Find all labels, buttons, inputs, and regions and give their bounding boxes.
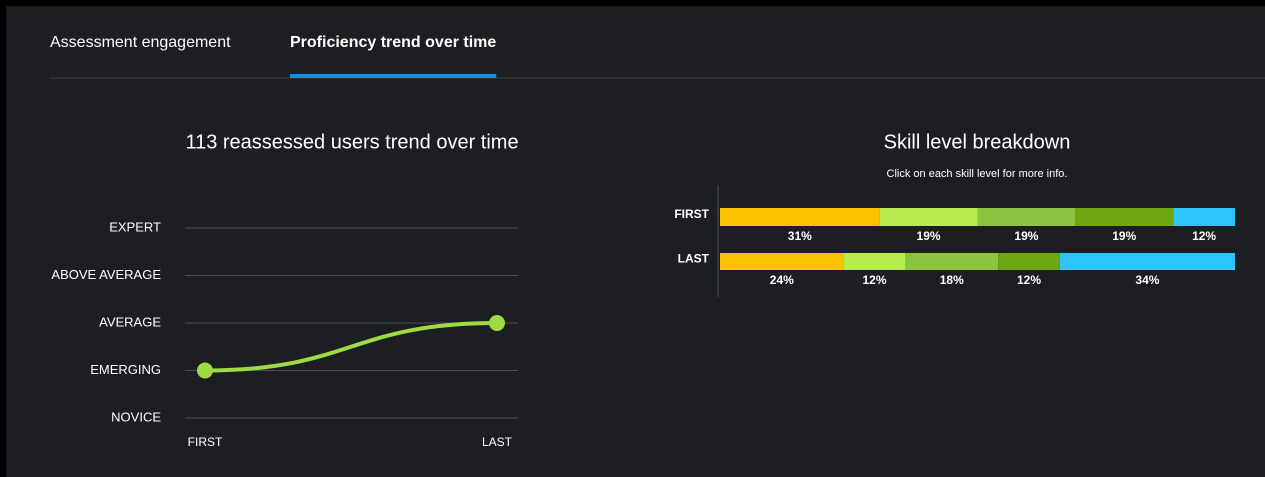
tab[interactable]: Assessment engagement (50, 34, 231, 51)
bar-segment[interactable] (843, 253, 906, 270)
category-label: LAST (678, 252, 710, 266)
point (197, 362, 213, 379)
panel (6, 6, 1265, 477)
bar-segment[interactable] (720, 208, 880, 226)
value-label: 19% (917, 229, 941, 243)
x-tick-label: LAST (482, 435, 513, 449)
value-label: 12% (1017, 273, 1041, 287)
bar-segment[interactable] (1059, 253, 1235, 270)
chart-title: Skill level breakdown (884, 131, 1071, 153)
y-tick-label: EMERGING (90, 362, 161, 377)
tab[interactable]: Proficiency trend over time (290, 34, 496, 51)
bar-segment[interactable] (720, 253, 844, 270)
tab-underline (290, 74, 497, 78)
point (489, 315, 505, 331)
value-label: 31% (788, 229, 812, 243)
value-label: 24% (770, 273, 794, 287)
chart-subtitle: Click on each skill level for more info. (887, 168, 1068, 180)
category-label: FIRST (674, 207, 709, 221)
y-tick-label: EXPERT (109, 219, 161, 234)
bar-segment[interactable] (905, 253, 999, 270)
value-label: 19% (1014, 229, 1038, 243)
y-tick-label: AVERAGE (99, 314, 161, 329)
bar-segment[interactable] (1173, 208, 1235, 226)
y-tick-label: ABOVE AVERAGE (51, 267, 161, 282)
bar-segment[interactable] (998, 253, 1060, 270)
bar-segment[interactable] (879, 208, 978, 226)
value-label: 12% (1192, 229, 1216, 243)
bar-segment[interactable] (977, 208, 1076, 226)
value-label: 12% (862, 273, 886, 287)
chart-title: 113 reassessed users trend over time (185, 131, 518, 153)
bar-segment[interactable] (1075, 208, 1174, 226)
y-tick-label: NOVICE (111, 409, 161, 424)
trend-line (203, 321, 499, 373)
value-label: 34% (1135, 273, 1159, 287)
x-tick-label: FIRST (188, 435, 223, 449)
value-label: 19% (1112, 229, 1136, 243)
value-label: 18% (940, 273, 964, 287)
